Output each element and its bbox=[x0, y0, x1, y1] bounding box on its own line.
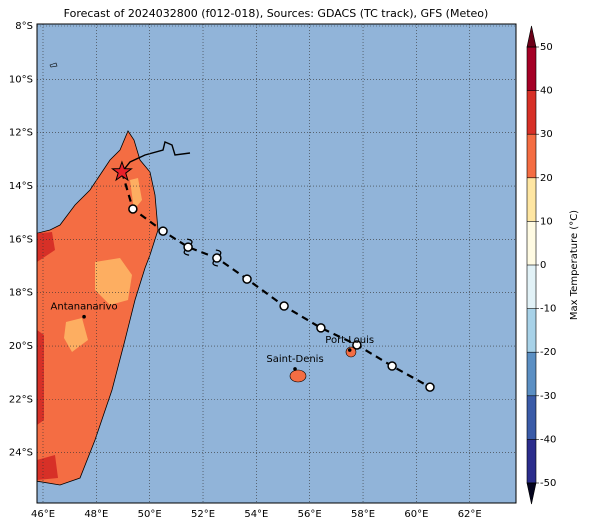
y-tick-label: 8°S bbox=[15, 21, 33, 32]
hot-zone bbox=[37, 330, 44, 425]
track-point bbox=[387, 361, 397, 371]
y-tick-label: 20°S bbox=[9, 341, 33, 352]
y-tick-label: 14°S bbox=[9, 181, 33, 192]
colorbar-band bbox=[527, 90, 536, 135]
colorbar-band bbox=[527, 439, 536, 483]
track-point bbox=[158, 226, 168, 236]
colorbar-band bbox=[527, 47, 536, 91]
madagascar bbox=[37, 130, 159, 486]
track-point bbox=[279, 301, 289, 311]
track-point bbox=[212, 253, 222, 263]
hot-zone bbox=[37, 232, 55, 262]
storm-position bbox=[110, 160, 133, 182]
colorbar-band bbox=[527, 395, 536, 440]
track-point bbox=[242, 274, 252, 284]
track-point bbox=[352, 340, 362, 350]
x-tick-label: 62°E bbox=[458, 509, 482, 520]
colorbar-tick-label: 20 bbox=[540, 173, 553, 184]
colorbar-tick-label: -20 bbox=[540, 347, 556, 358]
x-tick-label: 50°E bbox=[138, 509, 162, 520]
colorbar-label: Max Temperature (°C) bbox=[569, 210, 580, 320]
y-tick-label: 12°S bbox=[9, 128, 33, 139]
x-tick-label: 52°E bbox=[191, 509, 215, 520]
cyclone-symbol bbox=[183, 238, 193, 256]
city-dot bbox=[82, 314, 86, 319]
y-tick-label: 16°S bbox=[9, 234, 33, 245]
colorbar-tick-label: -30 bbox=[540, 391, 556, 402]
colorbar-band bbox=[527, 308, 536, 353]
track-point bbox=[183, 242, 193, 252]
track-point bbox=[316, 323, 326, 333]
x-tick-label: 60°E bbox=[404, 509, 428, 520]
colorbar-band bbox=[527, 221, 536, 265]
city-dot bbox=[293, 367, 297, 371]
cool-zone bbox=[64, 318, 88, 352]
colorbar-tick-label: -10 bbox=[540, 304, 556, 315]
city-dot bbox=[347, 348, 352, 352]
colorbar-extend-high bbox=[526, 25, 537, 48]
land bbox=[37, 62, 357, 486]
colorbar-tick-label: 40 bbox=[540, 86, 553, 97]
city-label: Antananarivo bbox=[51, 302, 118, 313]
colorbar-tick-label: 30 bbox=[540, 129, 553, 140]
colorbar-tick-label: 50 bbox=[540, 42, 553, 53]
colorbar-tick-label: 0 bbox=[540, 260, 546, 271]
past-track bbox=[121, 141, 191, 173]
x-tick-label: 54°E bbox=[244, 509, 268, 520]
hot-zone bbox=[37, 455, 58, 480]
colorbar-tick-label: 10 bbox=[540, 216, 553, 227]
colorbar-band bbox=[527, 352, 536, 396]
cool-zone bbox=[95, 258, 132, 305]
cyclone-symbol bbox=[212, 249, 222, 267]
islet bbox=[49, 62, 58, 68]
y-tick-label: 10°S bbox=[9, 74, 33, 85]
x-tick-label: 46°E bbox=[31, 509, 55, 520]
colorbar-tick-label: -40 bbox=[540, 434, 556, 445]
map-title: Forecast of 2024032800 (f012-018), Sourc… bbox=[64, 7, 489, 20]
city-label: Port Louis bbox=[325, 335, 374, 346]
city-label: Saint-Denis bbox=[266, 354, 323, 365]
track-point bbox=[425, 382, 435, 392]
map-frame bbox=[36, 23, 517, 504]
reunion bbox=[289, 369, 307, 383]
x-tick-label: 56°E bbox=[298, 509, 322, 520]
colorbar-band bbox=[527, 134, 536, 178]
track-point bbox=[128, 204, 138, 214]
x-tick-label: 48°E bbox=[84, 509, 108, 520]
y-tick-label: 22°S bbox=[9, 394, 33, 405]
colorbar-extend-low bbox=[526, 482, 537, 505]
x-tick-label: 58°E bbox=[351, 509, 375, 520]
colorbar-band bbox=[527, 177, 536, 222]
colorbar-tick-label: -50 bbox=[540, 478, 556, 489]
y-tick-label: 18°S bbox=[9, 288, 33, 299]
colorbar-band bbox=[527, 265, 536, 309]
y-tick-label: 24°S bbox=[9, 448, 33, 459]
